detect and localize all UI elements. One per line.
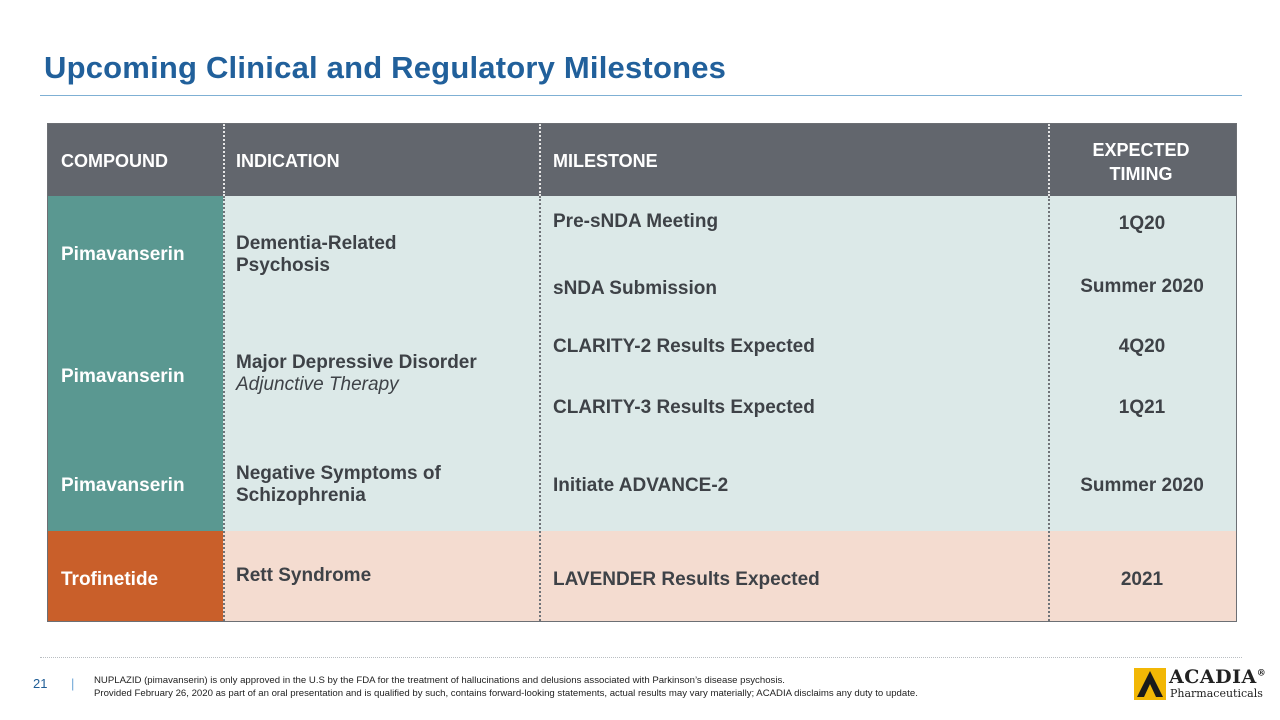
footnote-line: Provided February 26, 2020 as part of an… <box>94 687 918 699</box>
milestones-table: COMPOUND INDICATION MILESTONE EXPECTED T… <box>47 123 1237 622</box>
compound-cell: Trofinetide <box>48 531 223 621</box>
footer-divider <box>40 657 1242 658</box>
timing-text: 2021 <box>1120 569 1164 590</box>
logo-mark-icon <box>1134 668 1166 700</box>
header-compound: COMPOUND <box>61 151 168 171</box>
milestone-text: LAVENDER Results Expected <box>553 569 820 590</box>
logo-subtitle: Pharmaceuticals <box>1170 687 1263 700</box>
header-milestone: MILESTONE <box>553 151 658 171</box>
milestone-text: CLARITY-3 Results Expected <box>553 397 815 418</box>
header-timing-line2: TIMING <box>1109 164 1173 184</box>
table-header: COMPOUND INDICATION MILESTONE EXPECTED T… <box>48 124 1236 196</box>
table-row: Trofinetide Rett Syndrome LAVENDER Resul… <box>48 531 1236 621</box>
milestone-text: CLARITY-2 Results Expected <box>553 336 815 357</box>
header-expected-timing: EXPECTED TIMING <box>1048 138 1234 186</box>
row-body <box>223 437 1236 531</box>
header-column-divider <box>1048 124 1050 196</box>
compound-cell: Pimavanserin <box>48 313 223 437</box>
table-row: Pimavanserin Negative Symptoms of Schizo… <box>48 437 1236 531</box>
row-body <box>223 196 1236 313</box>
acadia-logo: ACADIA® Pharmaceuticals <box>1134 666 1266 703</box>
column-divider <box>539 196 541 621</box>
timing-text: 4Q20 <box>1118 336 1166 357</box>
milestone-text: Initiate ADVANCE-2 <box>553 475 729 496</box>
compound-name: Pimavanserin <box>61 366 185 387</box>
header-column-divider <box>539 124 541 196</box>
milestone-text: Pre-sNDA Meeting <box>553 211 719 232</box>
indication-cell: Negative Symptoms of Schizophrenia <box>236 463 441 507</box>
indication-line: Adjunctive Therapy <box>236 374 399 395</box>
compound-cell: Pimavanserin <box>48 196 223 313</box>
indication-line: Rett Syndrome <box>236 565 372 586</box>
page-separator: | <box>71 676 75 691</box>
indication-line: Psychosis <box>236 255 330 276</box>
footnote: NUPLAZID (pimavanserin) is only approved… <box>94 675 918 700</box>
column-divider <box>1048 196 1050 621</box>
compound-cell: Pimavanserin <box>48 437 223 531</box>
compound-name: Pimavanserin <box>61 244 185 265</box>
header-indication: INDICATION <box>236 151 340 171</box>
indication-cell: Dementia-Related Psychosis <box>236 233 397 277</box>
table-row: Pimavanserin Major Depressive Disorder A… <box>48 313 1236 437</box>
logo-name: ACADIA® <box>1169 666 1267 688</box>
header-column-divider <box>223 124 225 196</box>
timing-text: Summer 2020 <box>1080 475 1204 496</box>
compound-name: Trofinetide <box>61 569 159 590</box>
page-title: Upcoming Clinical and Regulatory Milesto… <box>44 50 727 85</box>
title-divider <box>40 95 1242 96</box>
indication-cell: Rett Syndrome <box>236 565 371 587</box>
row-body <box>223 313 1236 437</box>
milestone-text: sNDA Submission <box>553 278 717 299</box>
timing-text: 1Q20 <box>1118 213 1166 234</box>
indication-line: Schizophrenia <box>236 485 366 506</box>
timing-text: 1Q21 <box>1118 397 1166 418</box>
compound-name: Pimavanserin <box>61 475 185 496</box>
indication-line: Negative Symptoms of <box>236 463 441 484</box>
indication-line: Major Depressive Disorder <box>236 352 477 373</box>
timing-text: Summer 2020 <box>1080 276 1204 297</box>
column-divider <box>223 196 225 621</box>
indication-line: Dementia-Related <box>236 233 397 254</box>
page-number: 21 <box>33 676 48 691</box>
footnote-line: NUPLAZID (pimavanserin) is only approved… <box>94 675 785 686</box>
table-row: Pimavanserin Dementia-Related Psychosis … <box>48 196 1236 313</box>
header-timing-line1: EXPECTED <box>1092 140 1190 160</box>
row-body <box>223 531 1236 621</box>
indication-cell: Major Depressive Disorder Adjunctive The… <box>236 352 477 396</box>
